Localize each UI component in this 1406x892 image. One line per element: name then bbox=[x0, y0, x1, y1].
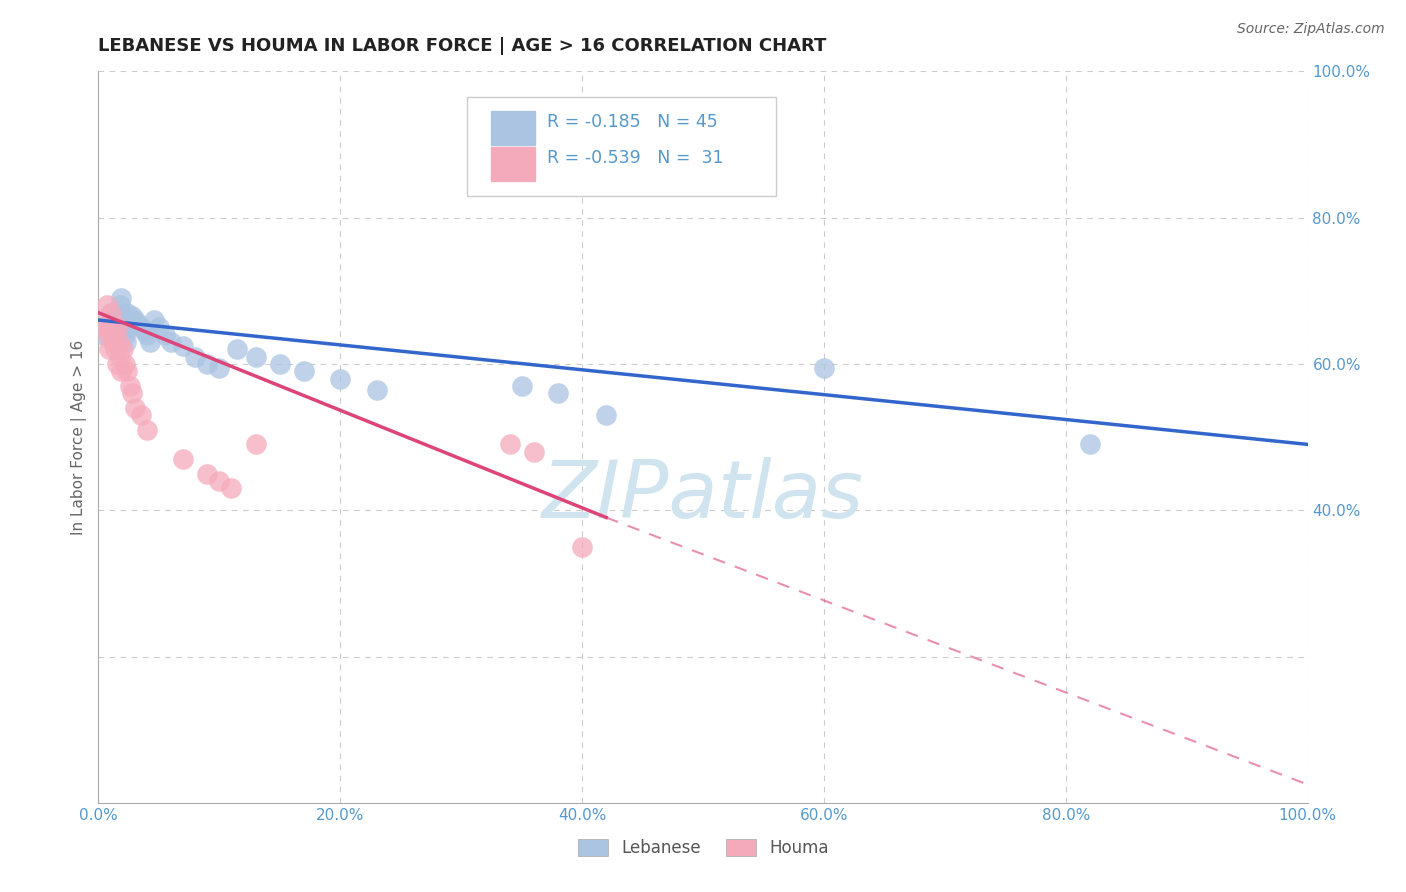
Y-axis label: In Labor Force | Age > 16: In Labor Force | Age > 16 bbox=[70, 340, 87, 534]
Point bbox=[100, 306, 122, 320]
Point bbox=[195, 357, 218, 371]
FancyBboxPatch shape bbox=[467, 97, 776, 195]
Point bbox=[114, 357, 136, 371]
Point bbox=[115, 334, 138, 349]
Point bbox=[118, 313, 141, 327]
Point bbox=[112, 320, 135, 334]
Text: ZIPatlas: ZIPatlas bbox=[541, 457, 865, 534]
Text: LEBANESE VS HOUMA IN LABOR FORCE | AGE > 16 CORRELATION CHART: LEBANESE VS HOUMA IN LABOR FORCE | AGE >… bbox=[98, 37, 827, 54]
Point bbox=[134, 324, 156, 338]
FancyBboxPatch shape bbox=[492, 147, 534, 181]
Text: R = -0.185   N = 45: R = -0.185 N = 45 bbox=[547, 112, 718, 131]
Point bbox=[124, 401, 146, 415]
Point bbox=[292, 364, 315, 378]
Point bbox=[1078, 437, 1101, 451]
Point bbox=[143, 313, 166, 327]
Text: Source: ZipAtlas.com: Source: ZipAtlas.com bbox=[1237, 22, 1385, 37]
Point bbox=[97, 327, 120, 342]
Point bbox=[595, 408, 617, 422]
Point bbox=[96, 298, 118, 312]
Point bbox=[104, 343, 127, 357]
Point bbox=[121, 310, 143, 324]
Point bbox=[117, 364, 139, 378]
Point bbox=[135, 423, 157, 437]
Point bbox=[160, 334, 183, 349]
Point bbox=[523, 444, 546, 458]
Point bbox=[100, 320, 122, 334]
Point bbox=[103, 327, 125, 342]
Point bbox=[366, 383, 388, 397]
Point bbox=[245, 350, 267, 364]
Point bbox=[104, 306, 127, 320]
Point bbox=[571, 540, 593, 554]
Point bbox=[118, 320, 141, 334]
Point bbox=[111, 313, 134, 327]
Point bbox=[121, 386, 143, 401]
Point bbox=[105, 357, 128, 371]
Point bbox=[813, 360, 835, 375]
Point bbox=[100, 313, 122, 327]
Point bbox=[127, 317, 149, 331]
Point bbox=[221, 481, 243, 495]
Text: R = -0.539   N =  31: R = -0.539 N = 31 bbox=[547, 149, 724, 168]
Point bbox=[108, 350, 131, 364]
Point bbox=[93, 313, 115, 327]
Point bbox=[118, 379, 141, 393]
Legend: Lebanese, Houma: Lebanese, Houma bbox=[571, 832, 835, 864]
Point bbox=[129, 408, 152, 422]
Point bbox=[100, 306, 122, 320]
Point bbox=[510, 379, 533, 393]
Point bbox=[107, 320, 129, 334]
Point bbox=[129, 320, 152, 334]
Point bbox=[269, 357, 291, 371]
Point bbox=[172, 452, 194, 467]
Point bbox=[110, 291, 132, 305]
Point bbox=[195, 467, 218, 481]
Point bbox=[111, 343, 134, 357]
Point bbox=[94, 320, 117, 334]
Point bbox=[97, 320, 120, 334]
Point bbox=[101, 334, 124, 349]
Point bbox=[208, 360, 231, 375]
Point bbox=[153, 327, 176, 342]
Point bbox=[547, 386, 569, 401]
Point bbox=[329, 371, 352, 385]
Point bbox=[172, 338, 194, 352]
Point bbox=[148, 320, 170, 334]
Point bbox=[117, 306, 139, 320]
FancyBboxPatch shape bbox=[492, 111, 534, 145]
Point bbox=[108, 334, 131, 349]
Point bbox=[103, 324, 125, 338]
Point bbox=[108, 327, 131, 342]
Point bbox=[135, 327, 157, 342]
Point bbox=[226, 343, 249, 357]
Point bbox=[114, 327, 136, 342]
Point bbox=[245, 437, 267, 451]
Point bbox=[208, 474, 231, 488]
Point bbox=[93, 327, 115, 342]
Point bbox=[124, 313, 146, 327]
Point bbox=[498, 437, 520, 451]
Point bbox=[139, 334, 162, 349]
Point bbox=[184, 350, 207, 364]
Point bbox=[110, 364, 132, 378]
Point bbox=[108, 298, 131, 312]
Point bbox=[101, 317, 124, 331]
Point bbox=[107, 320, 129, 334]
Point bbox=[98, 343, 121, 357]
Point bbox=[105, 313, 128, 327]
